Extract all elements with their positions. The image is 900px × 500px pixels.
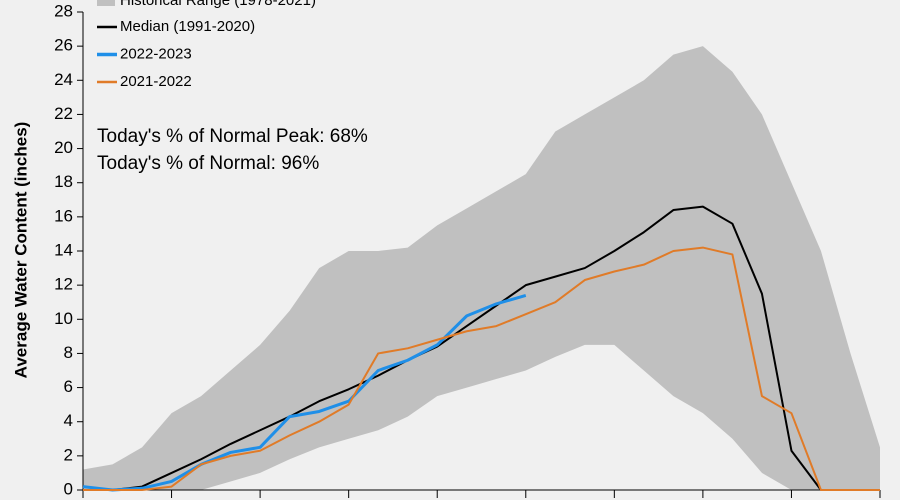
- range-area: [83, 46, 880, 491]
- y-tick-label: 24: [54, 70, 73, 89]
- legend: Historical Range (1978-2021) Median (1991…: [97, 0, 316, 90]
- legend-label: Historical Range (1978-2021): [120, 0, 316, 9]
- annotation: Today's % of Normal: 96%: [97, 153, 319, 174]
- y-tick-label: 4: [64, 411, 73, 430]
- legend-label: 2022-2023: [120, 45, 192, 62]
- y-tick-label: 20: [54, 138, 73, 157]
- y-tick-label: 26: [54, 36, 73, 55]
- series-line: [82, 293, 527, 492]
- y-tick-label: 6: [64, 377, 73, 396]
- legend-swatch: [97, 0, 115, 6]
- series-line: [83, 205, 880, 491]
- y-tick-label: 8: [64, 343, 73, 362]
- series-line: [83, 246, 880, 491]
- y-tick-label: 12: [54, 275, 73, 294]
- y-tick-label: 16: [54, 206, 73, 225]
- legend-label: 2021-2022: [120, 73, 192, 90]
- y-axis-label: Average Water Content (inches): [11, 122, 30, 379]
- y-tick-label: 10: [54, 309, 73, 328]
- y-tick-label: 18: [54, 172, 73, 191]
- y-tick-label: 2: [64, 445, 73, 464]
- y-tick-label: 22: [54, 104, 73, 123]
- y-tick-label: 28: [54, 1, 73, 20]
- annotation: Today's % of Normal Peak: 68%: [97, 126, 368, 147]
- legend-label: Median (1991-2020): [120, 18, 255, 35]
- y-tick-label: 14: [54, 240, 73, 259]
- y-tick-label: 0: [64, 479, 73, 498]
